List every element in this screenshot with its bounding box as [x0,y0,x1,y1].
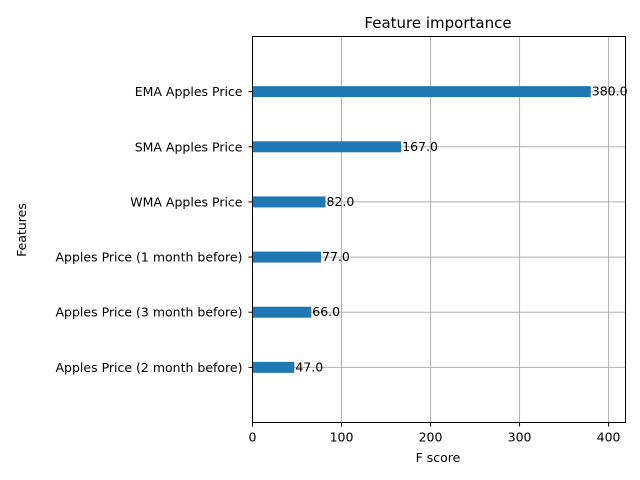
value-label: 380.0 [592,84,628,99]
x-tick-label: 300 [508,430,532,445]
category-label: Apples Price (3 month before) [56,305,243,320]
bar [252,196,326,208]
tick-layer [248,91,610,427]
x-tick-label: 400 [597,430,621,445]
x-tick-label: 200 [419,430,443,445]
category-label: EMA Apples Price [135,84,243,99]
label-layer: 0 100 200 300 400 Apples Price (2 month befor… [56,84,628,445]
value-label: 82.0 [326,194,354,209]
bar [252,251,322,263]
plot-area-frame [252,36,626,423]
value-label: 77.0 [322,249,350,264]
chart-title: Feature importance [364,14,511,32]
value-label: 47.0 [295,359,323,374]
value-label: 66.0 [312,304,340,319]
category-label: Apples Price (2 month before) [56,360,243,375]
bar [252,361,295,373]
x-tick-label: 0 [249,430,257,445]
bar [252,141,402,153]
x-axis-label: F score [416,450,461,465]
bar [252,86,591,98]
y-axis-label: Features [14,203,29,257]
value-label: 167.0 [402,139,438,154]
category-label: Apples Price (1 month before) [56,250,243,265]
category-label: SMA Apples Price [135,139,243,154]
category-label: WMA Apples Price [130,194,243,209]
bar-layer [252,86,591,373]
x-tick-label: 100 [330,430,354,445]
bar [252,306,312,318]
